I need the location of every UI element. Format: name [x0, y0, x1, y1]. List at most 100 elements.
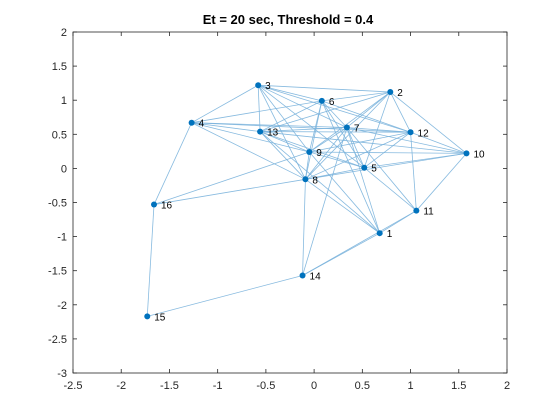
x-tick-label: 2 [504, 380, 510, 392]
edge-11-5 [364, 167, 417, 211]
edge-1-11 [379, 210, 417, 234]
node-label-3: 3 [265, 81, 271, 92]
edge-13-5 [259, 131, 365, 169]
edge-1-7 [346, 127, 381, 234]
edge-11-12 [410, 132, 417, 211]
edge-2-7 [346, 91, 391, 128]
edge-11-7 [346, 127, 417, 211]
node-9 [306, 149, 313, 156]
node-label-7: 7 [354, 123, 360, 134]
y-tick-label: 0.5 [52, 129, 67, 141]
edge-6-12 [321, 100, 411, 133]
node-label-4: 4 [199, 119, 205, 130]
node-label-1: 1 [387, 229, 393, 240]
node-4 [188, 119, 195, 126]
edge-10-12 [410, 131, 467, 154]
node-11 [413, 207, 420, 214]
y-tick-label: -2.5 [48, 334, 67, 346]
edge-7-5 [346, 127, 365, 168]
edge-10-8 [305, 153, 467, 180]
node-label-12: 12 [418, 128, 430, 139]
edge-13-8 [259, 131, 306, 180]
x-tick-label: 0.5 [355, 380, 370, 392]
edge-4-8 [191, 122, 306, 180]
edge-6-8 [305, 100, 323, 180]
y-tick-label: 1.5 [52, 61, 67, 73]
node-12 [407, 129, 414, 136]
edge-16-8 [153, 178, 306, 205]
edge-3-13 [257, 85, 261, 132]
node-label-16: 16 [161, 201, 173, 212]
edge-7-13 [260, 127, 347, 132]
node-2 [387, 89, 394, 96]
edge-6-13 [259, 100, 323, 132]
x-tick-label: 1.5 [451, 380, 466, 392]
edge-7-12 [346, 127, 411, 133]
edge-10-2 [390, 91, 467, 154]
node-13 [257, 128, 264, 135]
plot-frame [72, 31, 508, 374]
axes-layer: -2.5 -2 -1.5 -1 -0.5 0 0.5 1 1.5 2-3-2.5-2-1.5-1-… [48, 27, 510, 392]
node-label-13: 13 [267, 128, 279, 139]
node-label-11: 11 [423, 207, 434, 218]
edge-3-7 [258, 84, 348, 128]
node-15 [144, 313, 151, 320]
edge-10-9 [309, 151, 467, 154]
y-tick-label: -2 [57, 300, 67, 312]
edge-16-4 [153, 122, 192, 205]
edge-4-12 [191, 122, 411, 133]
y-tick-label: 1 [61, 95, 67, 107]
edge-14-11 [302, 210, 417, 276]
edge-3-8 [257, 85, 306, 180]
node-16 [151, 201, 158, 208]
edges-layer [146, 84, 467, 317]
node-label-5: 5 [371, 164, 377, 175]
node-14 [299, 272, 306, 279]
edge-15-14 [147, 275, 303, 317]
edge-2-12 [389, 91, 411, 133]
node-3 [255, 82, 262, 89]
edge-2-8 [305, 91, 391, 180]
x-tick-label: -0.5 [256, 380, 275, 392]
edge-2-3 [258, 84, 391, 93]
node-label-14: 14 [310, 271, 322, 282]
edge-3-9 [257, 84, 310, 153]
node-label-6: 6 [329, 97, 335, 108]
edge-13-9 [259, 131, 310, 153]
y-tick-label: -1 [57, 232, 67, 244]
chart-title: Et = 20 sec, Threshold = 0.4 [203, 12, 374, 27]
edge-4-13 [191, 122, 261, 132]
x-tick-label: -1 [213, 380, 223, 392]
node-7 [343, 124, 350, 131]
edge-1-13 [259, 131, 380, 234]
x-tick-label: -2.5 [64, 380, 83, 392]
edge-4-6 [191, 100, 322, 124]
node-label-15: 15 [154, 312, 166, 323]
edge-16-9 [153, 151, 310, 205]
edge-1-9 [308, 151, 380, 234]
x-tick-label: -2 [116, 380, 126, 392]
edge-12-9 [309, 131, 411, 153]
y-tick-label: 2 [61, 27, 67, 39]
edge-9-8 [305, 151, 310, 180]
x-tick-label: 0 [311, 380, 317, 392]
edge-3-4 [191, 84, 259, 124]
edge-15-16 [146, 204, 155, 317]
node-10 [463, 150, 470, 157]
node-8 [302, 176, 309, 183]
edge-1-8 [305, 178, 380, 234]
edge-10-13 [260, 131, 467, 154]
edge-2-9 [309, 91, 391, 153]
x-tick-label: -1.5 [160, 380, 179, 392]
node-label-2: 2 [397, 88, 403, 99]
y-tick-label: -3 [57, 368, 67, 380]
edge-11-10 [416, 153, 467, 211]
edge-5-8 [305, 167, 365, 180]
y-tick-label: -1.5 [48, 266, 67, 278]
node-label-9: 9 [316, 148, 322, 159]
edge-4-9 [191, 122, 310, 153]
edge-2-13 [259, 91, 391, 132]
edge-2-6 [321, 91, 391, 102]
edge-6-7 [321, 100, 348, 128]
